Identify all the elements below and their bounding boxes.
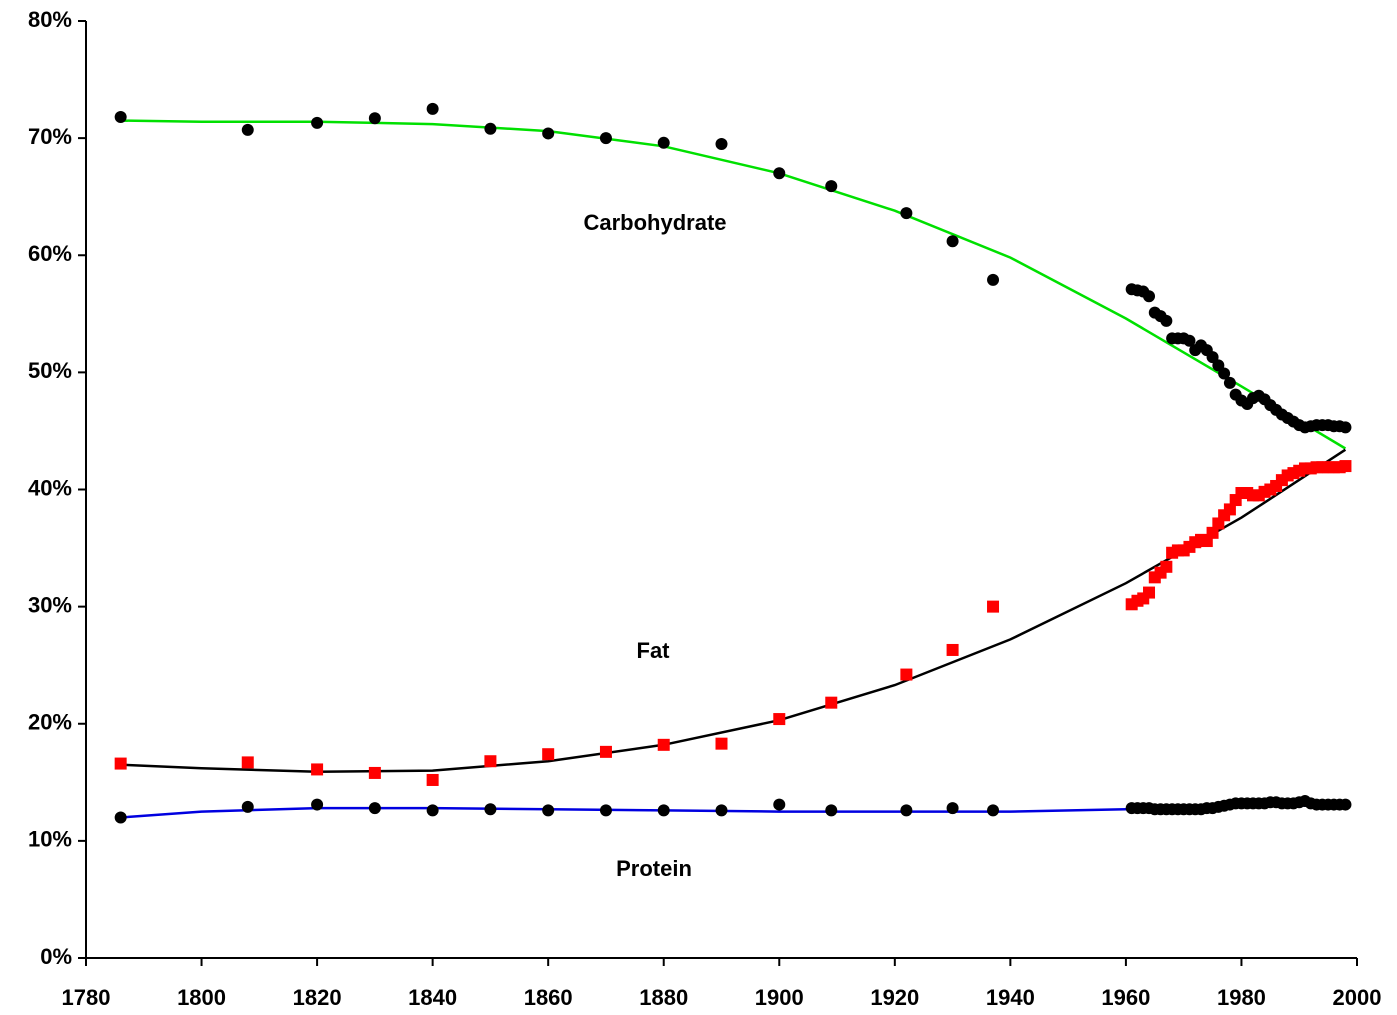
data-point — [657, 804, 670, 817]
data-point — [1223, 376, 1236, 389]
data-point — [715, 137, 728, 150]
data-point — [599, 804, 612, 817]
x-tick-label: 1920 — [870, 985, 919, 1010]
data-point — [1143, 290, 1156, 303]
data-point — [715, 737, 728, 750]
data-point — [484, 803, 497, 816]
x-tick-label: 1940 — [986, 985, 1035, 1010]
x-tick-label: 1960 — [1101, 985, 1150, 1010]
x-tick-label: 1860 — [524, 985, 573, 1010]
data-point — [825, 696, 838, 709]
data-point — [1206, 526, 1219, 539]
x-tick-label: 1880 — [639, 985, 688, 1010]
data-point — [599, 132, 612, 145]
data-point — [542, 804, 555, 817]
data-point — [657, 136, 670, 149]
data-point — [1223, 503, 1236, 516]
series-label: Carbohydrate — [583, 210, 726, 235]
series-label: Fat — [637, 638, 671, 663]
data-point — [987, 804, 1000, 817]
data-point — [114, 757, 127, 770]
x-tick-label: 1800 — [177, 985, 226, 1010]
data-point — [657, 738, 670, 751]
series-label: Protein — [616, 856, 692, 881]
data-point — [311, 116, 324, 129]
data-point — [311, 798, 324, 811]
data-point — [1339, 798, 1352, 811]
data-point — [773, 713, 786, 726]
data-point — [426, 102, 439, 115]
data-point — [241, 800, 254, 813]
data-point — [542, 127, 555, 140]
data-point — [773, 798, 786, 811]
data-point — [987, 600, 1000, 613]
y-tick-label: 80% — [28, 7, 72, 32]
data-point — [1183, 334, 1196, 347]
data-point — [1339, 421, 1352, 434]
data-point — [311, 763, 324, 776]
data-point — [114, 111, 127, 124]
data-point — [1339, 460, 1352, 473]
data-point — [1160, 314, 1173, 327]
y-tick-label: 30% — [28, 592, 72, 617]
data-point — [1218, 367, 1231, 380]
data-point — [987, 273, 1000, 286]
data-point — [484, 122, 497, 135]
data-point — [1160, 560, 1173, 573]
x-tick-label: 2000 — [1333, 985, 1382, 1010]
y-tick-label: 10% — [28, 827, 72, 852]
data-point — [946, 802, 959, 815]
data-point — [241, 123, 254, 136]
data-point — [946, 643, 959, 656]
y-tick-label: 0% — [40, 944, 72, 969]
data-point — [946, 235, 959, 248]
x-tick-label: 1980 — [1217, 985, 1266, 1010]
y-tick-label: 20% — [28, 710, 72, 735]
data-point — [715, 804, 728, 817]
y-tick-label: 60% — [28, 241, 72, 266]
trend-line — [120, 448, 1347, 774]
y-tick-label: 70% — [28, 124, 72, 149]
data-point — [773, 167, 786, 180]
data-point — [484, 755, 497, 768]
data-point — [900, 207, 913, 220]
data-point — [825, 180, 838, 193]
y-tick-label: 40% — [28, 475, 72, 500]
data-point — [542, 748, 555, 761]
x-tick-label: 1820 — [293, 985, 342, 1010]
y-tick-label: 50% — [28, 358, 72, 383]
x-tick-label: 1900 — [755, 985, 804, 1010]
data-point — [1143, 586, 1156, 599]
data-point — [368, 766, 381, 779]
data-point — [825, 804, 838, 817]
data-point — [368, 802, 381, 815]
trend-line — [120, 119, 1347, 450]
x-tick-label: 1840 — [408, 985, 457, 1010]
x-tick-label: 1780 — [62, 985, 111, 1010]
data-point — [900, 804, 913, 817]
data-point — [426, 773, 439, 786]
data-point — [368, 112, 381, 125]
data-point — [114, 811, 127, 824]
data-point — [241, 756, 254, 769]
data-point — [900, 668, 913, 681]
data-point — [599, 745, 612, 758]
data-point — [426, 804, 439, 817]
